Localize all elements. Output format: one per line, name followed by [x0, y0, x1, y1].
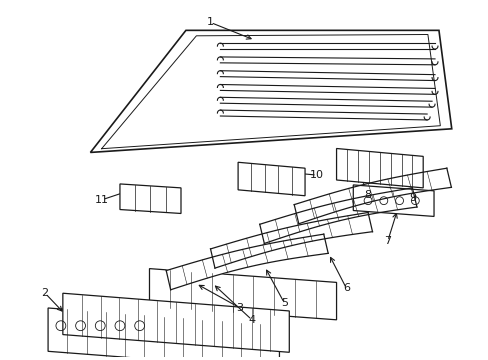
- Polygon shape: [294, 168, 450, 224]
- Text: 11: 11: [95, 195, 109, 205]
- Text: 4: 4: [248, 315, 255, 325]
- Polygon shape: [336, 148, 422, 188]
- Polygon shape: [48, 308, 279, 360]
- Text: 1: 1: [206, 18, 214, 27]
- Polygon shape: [259, 188, 416, 243]
- Text: 5: 5: [280, 298, 287, 308]
- Polygon shape: [352, 185, 433, 216]
- Text: 8: 8: [364, 190, 371, 200]
- Text: 6: 6: [342, 283, 349, 293]
- Polygon shape: [120, 184, 181, 213]
- Polygon shape: [166, 234, 327, 290]
- Polygon shape: [63, 293, 289, 352]
- Text: 3: 3: [236, 303, 243, 313]
- Polygon shape: [210, 212, 372, 268]
- Text: 9: 9: [408, 193, 415, 203]
- Text: 2: 2: [41, 288, 49, 298]
- Polygon shape: [90, 30, 451, 152]
- Polygon shape: [149, 269, 336, 320]
- Polygon shape: [238, 162, 305, 196]
- Text: 10: 10: [309, 170, 323, 180]
- Text: 7: 7: [384, 236, 390, 246]
